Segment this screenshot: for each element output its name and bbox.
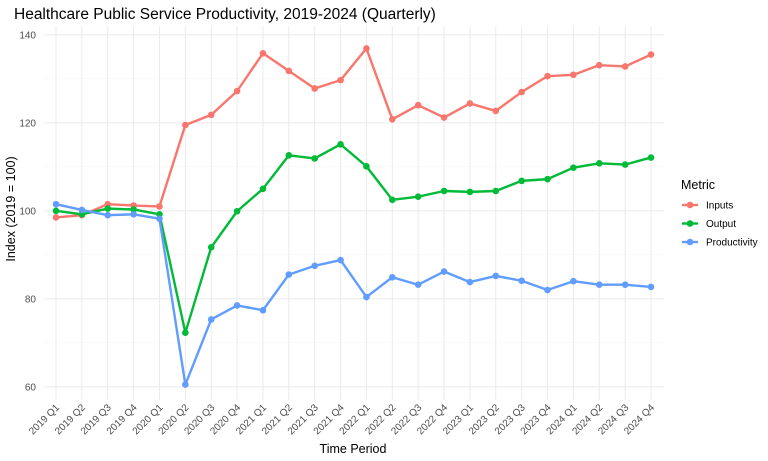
plot-grid [44, 26, 664, 400]
data-point [182, 329, 189, 336]
data-point [259, 49, 267, 57]
legend-key-point [686, 238, 694, 246]
legend-item-inputs: Inputs [682, 201, 733, 212]
x-axis-title: Time Period [320, 442, 387, 456]
legend-label: Productivity [706, 238, 758, 249]
legend-label: Output [706, 219, 736, 230]
data-point [363, 293, 370, 301]
series-line-inputs [54, 47, 653, 219]
data-point [78, 206, 86, 214]
data-point [466, 278, 474, 286]
data-point [104, 211, 112, 219]
data-point [182, 381, 189, 388]
data-point [414, 193, 422, 201]
data-point [570, 71, 577, 79]
data-point [156, 203, 163, 210]
data-point [337, 141, 344, 148]
legend-key-point [686, 220, 694, 227]
data-point [389, 115, 396, 123]
data-point [414, 281, 422, 289]
legend-item-output: Output [682, 219, 736, 230]
data-point [52, 214, 60, 221]
data-point [518, 277, 525, 285]
series-layer [52, 45, 655, 388]
data-point [621, 63, 629, 70]
y-axis-ticks: 60 80 100 120 140 [19, 30, 36, 393]
legend: Metric Inputs Output Productivity [681, 178, 758, 249]
data-point [130, 206, 137, 213]
data-point [285, 67, 293, 75]
data-point [544, 72, 551, 80]
data-point [647, 51, 655, 58]
data-point [233, 87, 241, 95]
data-point [156, 215, 163, 223]
data-point [363, 163, 370, 170]
y-tick-label: 120 [19, 118, 36, 129]
data-point [337, 256, 344, 264]
data-point [207, 316, 215, 323]
legend-label: Inputs [706, 201, 733, 212]
data-point [647, 154, 655, 161]
data-point [285, 152, 293, 159]
data-point [440, 268, 448, 275]
data-point [389, 196, 396, 204]
data-point [595, 281, 603, 289]
y-tick-label: 100 [19, 206, 36, 217]
data-point [182, 121, 189, 129]
y-axis-title: Index (2019 = 100) [4, 156, 18, 261]
data-point [570, 164, 577, 171]
series-inputs [52, 45, 655, 221]
data-point [414, 101, 422, 109]
data-point [311, 155, 318, 162]
y-tick-label: 80 [25, 294, 37, 305]
data-point [570, 277, 577, 285]
y-tick-label: 140 [19, 30, 36, 41]
series-output [52, 141, 655, 336]
data-point [492, 187, 500, 195]
chart-title: Healthcare Public Service Productivity, … [14, 6, 436, 23]
data-point [621, 281, 629, 289]
data-point [52, 207, 60, 215]
legend-title: Metric [681, 178, 715, 192]
data-point [337, 76, 344, 84]
data-point [595, 61, 603, 69]
legend-key-point [686, 201, 694, 209]
data-point [647, 283, 655, 291]
data-point [259, 306, 267, 314]
data-point [207, 111, 215, 119]
data-point [130, 211, 137, 218]
data-point [389, 273, 396, 281]
data-point [207, 244, 215, 251]
data-point [595, 159, 603, 167]
data-point [466, 100, 474, 107]
data-point [285, 271, 293, 278]
data-point [233, 302, 241, 309]
data-point [621, 161, 629, 168]
data-point [544, 175, 551, 183]
data-point [104, 205, 112, 212]
data-point [518, 88, 525, 96]
data-point [233, 207, 241, 215]
data-point [259, 185, 267, 193]
data-point [440, 114, 448, 121]
series-line-productivity [54, 202, 653, 386]
data-point [466, 188, 474, 196]
data-point [492, 272, 500, 280]
data-point [492, 107, 500, 115]
y-tick-label: 60 [25, 382, 37, 393]
data-point [311, 85, 318, 92]
legend-items: Inputs Output Productivity [682, 201, 758, 249]
series-productivity [52, 200, 655, 388]
data-point [52, 200, 60, 208]
legend-item-productivity: Productivity [682, 238, 758, 249]
series-line-output [54, 143, 653, 334]
data-point [544, 286, 551, 294]
data-point [518, 177, 525, 185]
data-point [311, 262, 318, 270]
data-point [440, 187, 448, 195]
data-point [363, 45, 370, 52]
